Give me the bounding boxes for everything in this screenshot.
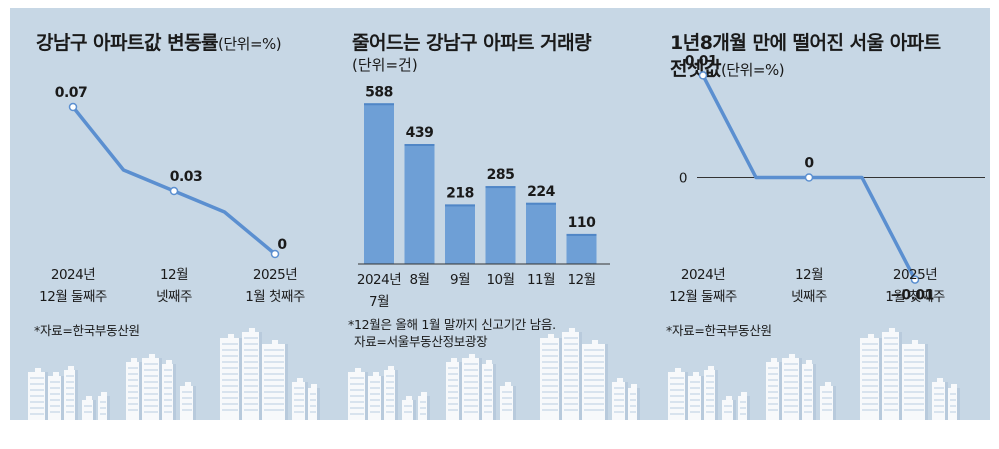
bar-3 [485,186,516,264]
bar-value-label-1: 439 [406,125,434,141]
bar-chart-transactions: 588 439 218 285 224 110 2024년 7월 8월 9월 10월 11월 12월 [357,84,610,308]
data-label-0: 0.01 [685,53,718,69]
line-chart-gangnam: 0.07 0.03 0 2024년 12월 둘째주 12월 넷째주 2025년 1월 첫째주 [39,85,305,305]
data-point-0 [698,71,708,80]
panel1-note: *자료=한국부동산원 [34,323,140,338]
bar-1 [404,144,435,264]
x-tick-label-2: 2025년 1월 첫째주 [885,267,945,305]
data-point-4 [270,249,280,259]
data-label-4: 0 [277,237,287,253]
skyline-illustration [28,328,960,420]
zero-axis-label: 0 [679,171,687,187]
bar-2 [445,204,475,264]
x-tick-label-0: 2024년 12월 둘째주 [669,267,737,305]
panel3-title-line1: 1년8개월 만에 떨어진 서울 아파트 [670,32,941,54]
bar-value-label-2: 218 [446,185,474,201]
data-point-0 [68,102,78,112]
data-label-2: 0.03 [170,169,203,185]
bar-top-4 [526,202,556,205]
panel3-unit: (단위=%) [720,61,785,79]
data-label-0: 0.07 [55,85,88,101]
bar-top-1 [404,144,435,147]
bar-value-label-4: 224 [527,184,555,200]
data-point-2 [804,173,814,182]
bar-value-label-5: 110 [568,215,596,231]
bar-top-0 [364,103,394,106]
x-tick-label-2: 2025년 1월 첫째주 [245,267,305,305]
panel3-title-line2: 전셋값(단위=%) [670,58,785,80]
bar-value-label-0: 588 [365,84,393,100]
bar-top-3 [485,186,516,189]
data-point-4 [910,275,920,284]
bar-value-label-3: 285 [487,167,515,183]
x-tick-label-0: 2024년 12월 둘째주 [39,267,107,305]
x-category-label-4: 11월 [527,272,555,288]
data-label-4: −0.01 [890,288,934,304]
panel2-note-1: *12월은 올해 1월 말까지 신고기간 남음. [348,317,556,332]
bar-0 [364,103,394,264]
bar-top-5 [566,233,597,236]
panel3-note: *자료=한국부동산원 [666,323,772,338]
panel1-unit: (단위=%) [218,35,282,53]
panel2-unit: (단위=건) [352,56,418,74]
bar-4 [526,202,556,264]
x-category-label-0: 2024년 7월 [357,272,401,308]
infographic-canvas: 강남구 아파트값 변동률(단위=%) 0.07 0.03 0 2024년 12월 둘째주… [10,8,990,420]
bar-5 [566,233,597,264]
data-label-2: 0 [804,156,814,172]
bar-top-2 [445,204,475,207]
x-tick-label-1: 12월 넷째주 [791,267,827,305]
x-tick-label-1: 12월 넷째주 [156,267,192,305]
x-category-label-2: 9월 [450,272,470,288]
panel1-title: 강남구 아파트값 변동률(단위=%) [36,32,282,54]
x-category-label-3: 10월 [486,272,514,288]
panel2-title: 줄어드는 강남구 아파트 거래량 [352,32,592,54]
x-category-label-1: 8월 [409,272,429,288]
panel2-note-2: 자료=서울부동산정보광장 [354,334,488,349]
data-point-2 [169,186,179,196]
line-chart-seoul-jeonse: 0 0.01 0 −0.01 2024년 12월 둘째주 12월 넷째주 2025년 1월 첫째주 [669,53,985,305]
x-category-label-5: 12월 [567,272,595,288]
